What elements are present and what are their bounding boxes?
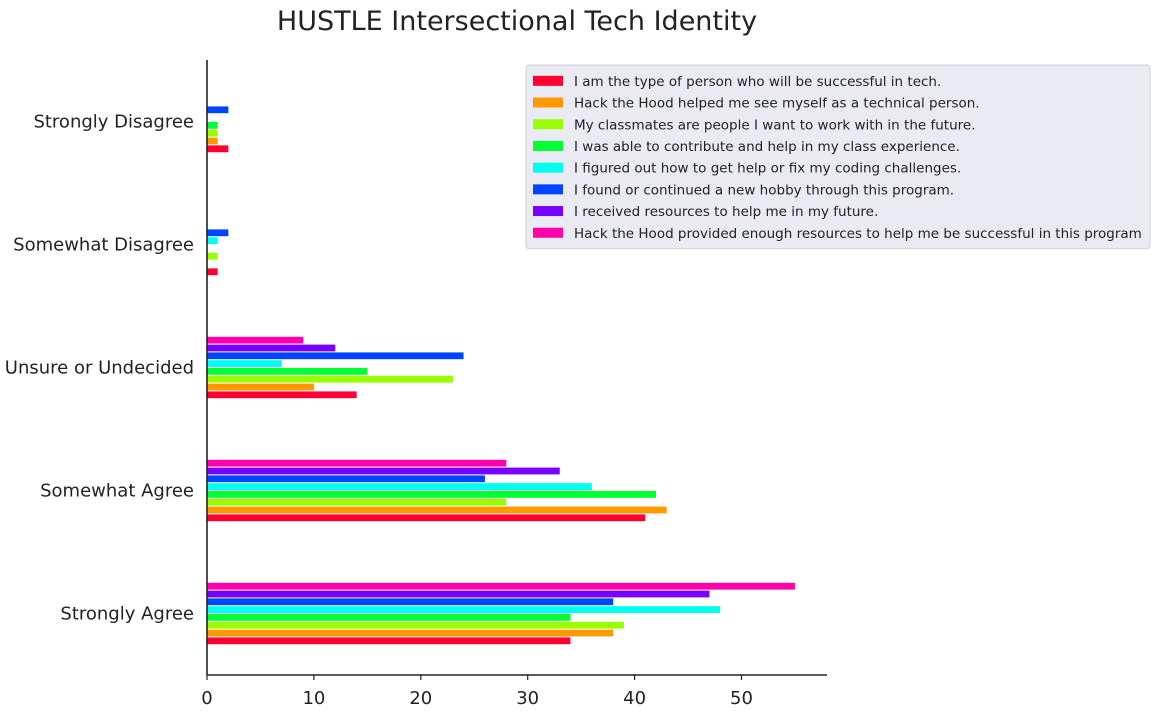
y-tick-label: Somewhat Agree [40,481,194,502]
bar [207,491,656,498]
bar [207,629,614,637]
legend-label: I figured out how to get help or fix my … [574,161,961,177]
y-tick-label: Strongly Disagree [33,112,194,133]
bar [207,352,464,360]
bar [207,459,507,467]
chart-title: HUSTLE Intersectional Tech Identity [277,6,757,37]
bar [207,129,218,137]
bar [207,582,795,590]
bar [207,145,229,153]
bar [207,268,218,276]
x-tick-label: 50 [730,688,753,709]
bar [207,498,507,506]
legend-label: I am the type of person who will be succ… [574,74,941,90]
legend-label: My classmates are people I want to work … [574,117,975,133]
bar [207,237,218,244]
legend-label: I received resources to help me in my fu… [574,204,878,220]
bar [207,590,710,598]
legend-label: Hack the Hood helped me see myself as a … [574,96,980,112]
bar [207,368,368,375]
bar [207,391,357,399]
y-tick-label: Strongly Agree [60,604,194,625]
bar [207,606,721,613]
bar [207,137,218,145]
bar [207,344,336,352]
bars-layer [207,106,795,645]
bar [207,252,218,260]
legend-label: I was able to contribute and help in my … [574,139,960,155]
x-tick-label: 0 [201,688,212,709]
bar [207,360,282,367]
legend-swatch [533,184,563,195]
bar [207,506,667,514]
x-tick-label: 40 [623,688,646,709]
x-tick-label: 20 [409,688,432,709]
bar [207,614,571,621]
bar [207,598,614,606]
bar [207,375,453,383]
bar [207,475,485,483]
legend-swatch [533,140,563,151]
bar [207,122,218,129]
legend: I am the type of person who will be succ… [525,64,1151,250]
legend-swatch [533,206,563,217]
bar [207,621,624,629]
bar [207,336,304,344]
legend-swatch [533,75,563,86]
bar [207,383,314,391]
bar [207,637,571,645]
legend-swatch [533,162,563,173]
bar [207,106,229,114]
legend-swatch [533,119,563,130]
legend-label: Hack the Hood provided enough resources … [574,226,1142,242]
bar [207,514,646,522]
bar [207,483,592,490]
y-tick-label: Unsure or Undecided [5,358,194,379]
axes-layer: 0 10 20 30 40 50 Strongly Agree Somewhat Agree U… [5,60,827,709]
bar [207,467,560,475]
x-tick-label: 10 [302,688,325,709]
legend-label: I found or continued a new hobby through… [574,182,954,198]
bar [207,229,229,237]
x-tick-label: 30 [516,688,539,709]
y-tick-label: Somewhat Disagree [13,235,194,256]
legend-swatch [533,227,563,238]
legend-swatch [533,97,563,108]
legend-box [525,64,1151,250]
